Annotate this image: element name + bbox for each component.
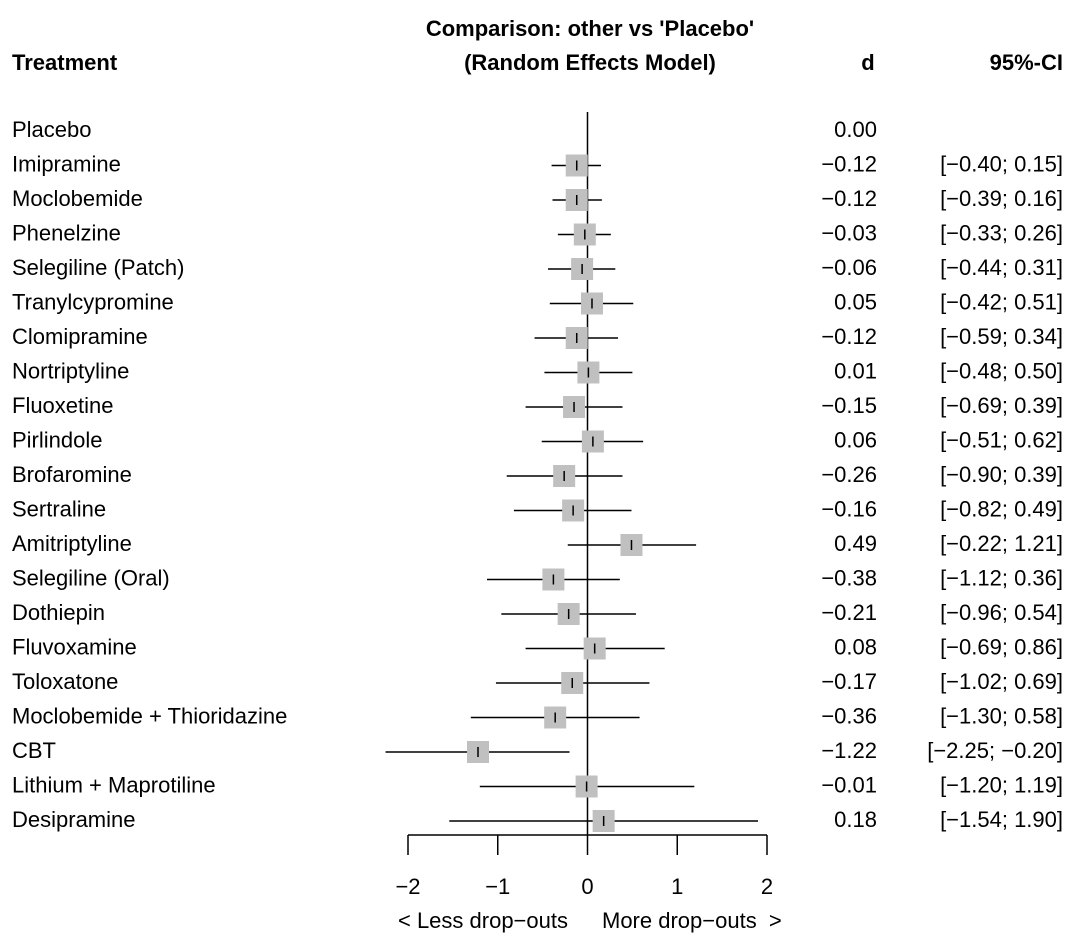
x-tick-label: −2 [395, 874, 420, 899]
ci-label: [−0.51; 0.62] [940, 427, 1063, 452]
ci-label: [−0.33; 0.26] [940, 220, 1063, 245]
ci-label: [−0.42; 0.51] [940, 289, 1063, 314]
ci-label: [−1.12; 0.36] [940, 565, 1063, 590]
treatment-label: Amitriptyline [12, 531, 132, 556]
ci-label: [−1.02; 0.69] [940, 669, 1063, 694]
treatment-label: Moclobemide [12, 186, 143, 211]
treatment-label: Sertraline [12, 496, 106, 521]
ci-label: [−0.59; 0.34] [940, 324, 1063, 349]
treatment-label: CBT [12, 738, 56, 763]
value-label: −0.16 [821, 496, 877, 521]
treatment-label: Desipramine [12, 807, 136, 832]
ci-label: [−2.25; −0.20] [927, 738, 1063, 763]
x-tick-label: 2 [761, 874, 773, 899]
treatment-label: Moclobemide + Thioridazine [12, 703, 287, 728]
x-label-right: More drop−outs > [602, 908, 782, 933]
treatment-label: Selegiline (Oral) [12, 565, 170, 590]
value-label: −0.21 [821, 600, 877, 625]
value-label: −0.36 [821, 703, 877, 728]
value-label: −0.17 [821, 669, 877, 694]
ci-label: [−0.96; 0.54] [940, 600, 1063, 625]
treatment-label: Lithium + Maprotiline [12, 772, 216, 797]
value-label: 0.49 [834, 531, 877, 556]
x-tick-label: 0 [581, 874, 593, 899]
value-label: −0.12 [821, 151, 877, 176]
treatment-label: Placebo [12, 117, 92, 142]
treatment-label: Pirlindole [12, 427, 103, 452]
ci-label: [−0.82; 0.49] [940, 496, 1063, 521]
value-label: 0.05 [834, 289, 877, 314]
ci-label: [−1.54; 1.90] [940, 807, 1063, 832]
value-label: −0.15 [821, 393, 877, 418]
value-label: −1.22 [821, 738, 877, 763]
value-label: 0.06 [834, 427, 877, 452]
value-label: −0.26 [821, 462, 877, 487]
ci-label: [−0.22; 1.21] [940, 531, 1063, 556]
value-label: −0.01 [821, 772, 877, 797]
ci-label: [−0.48; 0.50] [940, 358, 1063, 383]
treatment-label: Imipramine [12, 151, 121, 176]
ci-label: [−0.69; 0.39] [940, 393, 1063, 418]
value-header: d [861, 50, 874, 75]
value-label: −0.06 [821, 255, 877, 280]
treatment-label: Selegiline (Patch) [12, 255, 184, 280]
ci-label: [−0.90; 0.39] [940, 462, 1063, 487]
treatment-label: Toloxatone [12, 669, 118, 694]
value-label: 0.00 [834, 117, 877, 142]
treatment-label: Fluvoxamine [12, 634, 137, 659]
ci-label: [−0.39; 0.16] [940, 186, 1063, 211]
ci-label: [−0.44; 0.31] [940, 255, 1063, 280]
value-label: 0.01 [834, 358, 877, 383]
value-label: −0.12 [821, 324, 877, 349]
treatment-label: Fluoxetine [12, 393, 114, 418]
treatment-label: Clomipramine [12, 324, 148, 349]
value-label: 0.18 [834, 807, 877, 832]
treatment-label: Tranylcypromine [12, 289, 174, 314]
chart-title: Comparison: other vs 'Placebo' [426, 16, 754, 41]
x-tick-label: 1 [671, 874, 683, 899]
value-label: −0.38 [821, 565, 877, 590]
treatment-label: Brofaromine [12, 462, 132, 487]
ci-label: [−0.69; 0.86] [940, 634, 1063, 659]
value-label: −0.03 [821, 220, 877, 245]
label-header: Treatment [12, 50, 118, 75]
value-label: −0.12 [821, 186, 877, 211]
x-label-left: < Less drop−outs [398, 908, 568, 933]
chart-subtitle: (Random Effects Model) [464, 50, 716, 75]
x-tick-label: −1 [485, 874, 510, 899]
ci-label: [−1.30; 0.58] [940, 703, 1063, 728]
treatment-label: Phenelzine [12, 220, 121, 245]
treatment-label: Nortriptyline [12, 358, 129, 383]
value-label: 0.08 [834, 634, 877, 659]
ci-label: [−1.20; 1.19] [940, 772, 1063, 797]
ci-header: 95%-CI [990, 50, 1063, 75]
ci-label: [−0.40; 0.15] [940, 151, 1063, 176]
treatment-label: Dothiepin [12, 600, 105, 625]
